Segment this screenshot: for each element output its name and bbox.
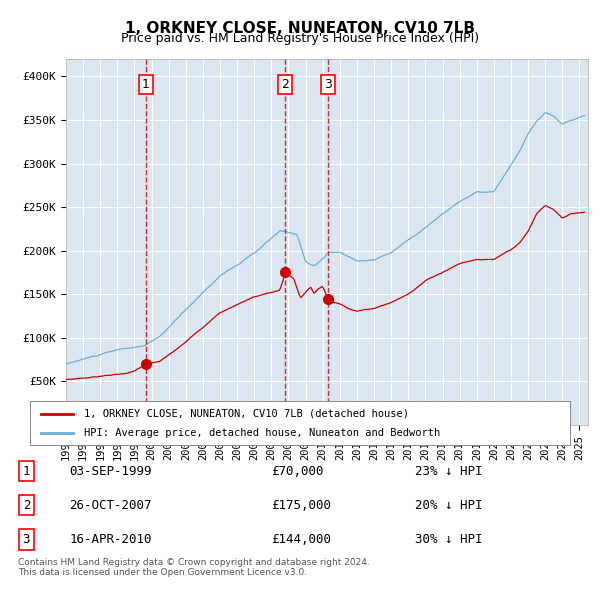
Text: Price paid vs. HM Land Registry's House Price Index (HPI): Price paid vs. HM Land Registry's House … (121, 32, 479, 45)
Text: 16-APR-2010: 16-APR-2010 (70, 533, 152, 546)
Text: 1: 1 (142, 78, 150, 91)
Text: 3: 3 (23, 533, 30, 546)
Text: This data is licensed under the Open Government Licence v3.0.: This data is licensed under the Open Gov… (18, 568, 307, 576)
Text: 30% ↓ HPI: 30% ↓ HPI (415, 533, 482, 546)
Text: £175,000: £175,000 (271, 499, 331, 512)
Text: 20% ↓ HPI: 20% ↓ HPI (415, 499, 482, 512)
Text: 1: 1 (23, 464, 30, 478)
Text: 23% ↓ HPI: 23% ↓ HPI (415, 464, 482, 478)
Text: 2: 2 (23, 499, 30, 512)
Text: 03-SEP-1999: 03-SEP-1999 (70, 464, 152, 478)
Text: 3: 3 (324, 78, 332, 91)
Text: 26-OCT-2007: 26-OCT-2007 (70, 499, 152, 512)
Text: 2: 2 (281, 78, 289, 91)
Text: HPI: Average price, detached house, Nuneaton and Bedworth: HPI: Average price, detached house, Nune… (84, 428, 440, 438)
Text: £144,000: £144,000 (271, 533, 331, 546)
Text: 1, ORKNEY CLOSE, NUNEATON, CV10 7LB (detached house): 1, ORKNEY CLOSE, NUNEATON, CV10 7LB (det… (84, 409, 409, 418)
Text: 1, ORKNEY CLOSE, NUNEATON, CV10 7LB: 1, ORKNEY CLOSE, NUNEATON, CV10 7LB (125, 21, 475, 35)
Text: Contains HM Land Registry data © Crown copyright and database right 2024.: Contains HM Land Registry data © Crown c… (18, 558, 370, 566)
Text: £70,000: £70,000 (271, 464, 324, 478)
